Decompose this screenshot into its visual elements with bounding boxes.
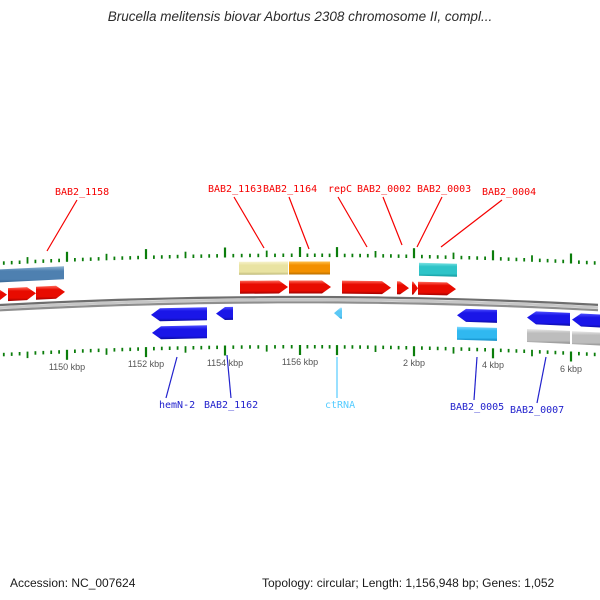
cds-4[interactable] [240,280,288,294]
gene-0005[interactable] [457,308,497,323]
minus-gene-5[interactable] [527,311,570,326]
label-leader-lines [46,196,547,404]
sequence-title: Brucella melitensis biovar Abortus 2308 … [107,9,493,24]
gene-1162[interactable] [216,306,233,320]
ruler-label-2-kbp: 2 kbp [402,358,426,368]
gene-label-BAB2_0007[interactable]: BAB2_0007 [510,405,565,416]
cds-hemN-2[interactable] [152,325,207,340]
gene-label-hemN-2[interactable]: hemN-2 [159,400,196,411]
gene-label-repC[interactable]: repC [328,184,353,195]
ruler-label-1150-kbp: 1150 kbp [48,362,86,372]
cds-8[interactable] [572,331,600,346]
ruler-label-4-kbp: 4 kbp [481,360,505,370]
gene-label-BAB2_0003[interactable]: BAB2_0003 [417,184,472,195]
cds-3[interactable] [36,285,65,300]
gene-1158[interactable] [0,266,64,283]
gene-label-BAB2_1163[interactable]: BAB2_1163 [208,184,263,195]
ruler-ticks-top [2,247,596,265]
gene-label-BAB2_0005[interactable]: BAB2_0005 [450,402,505,413]
ruler-label-1156-kbp: 1156 kbp [281,357,319,367]
gene-ctRNA[interactable] [334,307,342,319]
gene-1163[interactable] [239,261,288,275]
gene-label-BAB2_1164[interactable]: BAB2_1164 [263,184,318,195]
accession-text: Accession: NC_007624 [10,576,136,590]
sequence-axis [0,295,599,312]
cds-5[interactable] [289,280,331,294]
cds-2[interactable] [8,287,36,302]
ruler-label-6-kbp: 6 kbp [559,364,583,374]
cds-0005[interactable] [457,326,497,341]
gene-label-BAB2_1162[interactable]: BAB2_1162 [204,400,259,411]
cds-0002[interactable] [397,281,409,295]
topology-length-genes-text: Topology: circular; Length: 1,156,948 bp… [262,576,555,590]
gene-label-BAB2_0002[interactable]: BAB2_0002 [357,184,412,195]
ruler-label-1152-kbp: 1152 kbp [127,359,165,369]
cds-1[interactable] [0,289,7,303]
gene-label-BAB2_0004[interactable]: BAB2_0004 [482,187,537,198]
gene-hemN-2[interactable] [151,307,207,322]
gene-0007[interactable] [572,313,600,328]
gene-label-BAB2_1158[interactable]: BAB2_1158 [55,187,110,198]
cds-7[interactable] [527,329,570,344]
ruler-label-1154-kbp: 1154 kbp [206,358,244,368]
status-bar: Accession: NC_007624 Topology: circular;… [0,574,600,594]
gene-0004[interactable] [419,262,457,277]
cds-repC[interactable] [342,280,391,295]
gene-1164[interactable] [289,261,330,275]
cds-0003[interactable] [412,281,418,295]
gene-glyphs [0,261,600,346]
ruler-ticks-bottom [2,345,596,362]
cds-6[interactable] [418,281,456,296]
gene-label-ctRNA[interactable]: ctRNA [325,400,356,411]
